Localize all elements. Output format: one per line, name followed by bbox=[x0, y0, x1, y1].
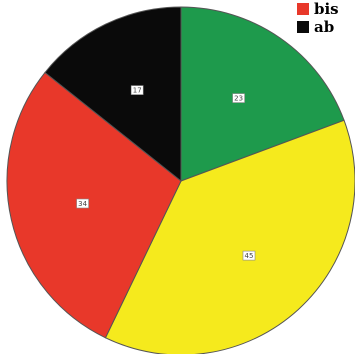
legend: bis ab bbox=[297, 0, 355, 36]
pie-label-text: 23 bbox=[234, 95, 243, 103]
pie-label-17: 17 bbox=[130, 85, 144, 95]
pie-label-box bbox=[76, 198, 89, 209]
pie-slice-34 bbox=[6, 71, 182, 339]
legend-swatch-ab bbox=[297, 21, 309, 33]
pie-label-34: 34 bbox=[76, 198, 89, 209]
pie-label-text: 45 bbox=[245, 252, 254, 260]
pie-slice-17 bbox=[44, 6, 182, 183]
legend-item-ab: ab bbox=[297, 18, 355, 36]
pie-label-text: 17 bbox=[133, 87, 142, 95]
pie-slice-23 bbox=[180, 6, 345, 182]
legend-item-bis: bis bbox=[297, 0, 355, 18]
pie-label-box bbox=[232, 93, 245, 103]
legend-label-bis: bis bbox=[314, 0, 339, 18]
pie-slices bbox=[6, 6, 355, 354]
pie-label-23: 23 bbox=[232, 93, 245, 103]
pie-label-45: 45 bbox=[242, 250, 256, 261]
legend-label-ab: ab bbox=[314, 18, 335, 36]
pie-label-box bbox=[242, 250, 256, 261]
pie-label-text: 34 bbox=[78, 200, 87, 208]
legend-swatch-bis bbox=[297, 3, 309, 15]
pie-labels: 23 45 34 17 bbox=[76, 85, 256, 261]
pie-label-box bbox=[130, 85, 144, 95]
